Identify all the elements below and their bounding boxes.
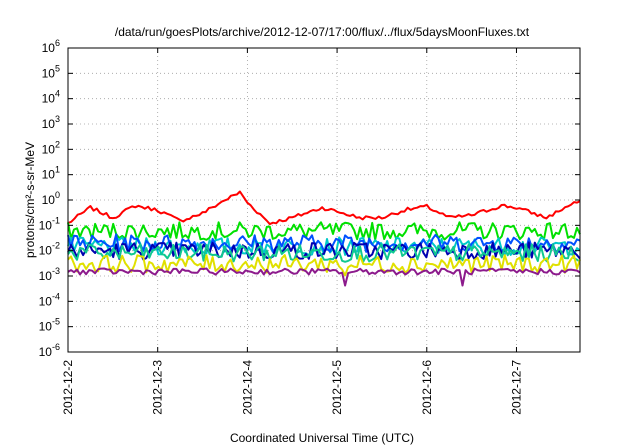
- y-tick-label: 103: [42, 114, 60, 131]
- y-tick-label: 100: [42, 190, 60, 207]
- series-line-7: [67, 254, 581, 277]
- series-line-8: [67, 267, 581, 287]
- y-tick-label: 10-3: [39, 266, 60, 283]
- y-tick-label: 10-4: [39, 291, 60, 308]
- y-tick-label: 101: [42, 165, 60, 182]
- x-tick-label: 2012-12-7: [509, 360, 523, 415]
- series-line-2: [67, 221, 581, 241]
- y-tick-label: 10-5: [39, 317, 60, 334]
- y-tick-label: 102: [42, 139, 60, 156]
- series-group: [67, 190, 581, 287]
- y-tick-label: 106: [42, 38, 60, 55]
- y-tick-label: 10-2: [39, 241, 60, 258]
- y-tick-label: 104: [42, 89, 60, 106]
- y-tick-label: 10-6: [39, 342, 60, 359]
- x-axis: 2012-12-2 2012-12-3 2012-12-4 2012-12-5 2012…: [61, 48, 523, 415]
- x-tick-label: 2012-12-5: [330, 360, 344, 415]
- x-axis-label: Coordinated Universal Time (UTC): [230, 431, 414, 445]
- y-tick-label: 105: [42, 63, 60, 80]
- y-axis-label: protons/cm²-s-sr-MeV: [23, 142, 37, 258]
- x-tick-label: 2012-12-2: [61, 360, 75, 415]
- y-tick-label: 10-1: [39, 215, 60, 232]
- series-line-1: [67, 190, 581, 226]
- x-tick-label: 2012-12-3: [151, 360, 165, 415]
- chart-title: /data/run/goesPlots/archive/2012-12-07/1…: [115, 25, 530, 39]
- y-axis: 10-6 10-5 10-4 10-3 10-2 10-1 100 101 102 103 104 1…: [39, 38, 580, 359]
- x-tick-label: 2012-12-4: [240, 360, 254, 415]
- x-tick-label: 2012-12-6: [420, 360, 434, 415]
- series-line-6: [67, 243, 581, 263]
